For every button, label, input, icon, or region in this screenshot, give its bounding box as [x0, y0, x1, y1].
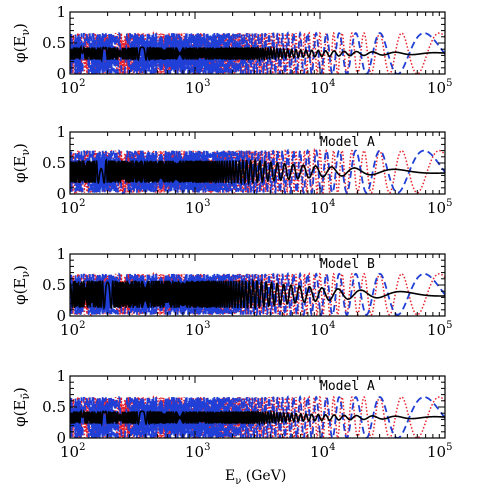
y-tick-label: 0 — [56, 429, 66, 447]
y-tick-label: 0 — [56, 307, 66, 325]
y-tick-label: 0.5 — [42, 398, 66, 416]
x-tick-label: 102 — [60, 442, 85, 461]
x-label-rest: (GeV) — [241, 468, 286, 484]
x-tick-base: 10 — [427, 79, 446, 97]
x-tick-base: 10 — [310, 321, 329, 339]
x-tick-label: 104 — [310, 78, 335, 97]
y-label-sub: ν̄ — [19, 393, 32, 400]
x-tick-exponent: 4 — [329, 198, 335, 209]
series-group — [70, 147, 445, 194]
series-line-dashed — [70, 271, 445, 316]
x-tick-label: 103 — [185, 442, 210, 461]
y-label-base: φ(E — [11, 278, 29, 305]
y-label-base: φ(E — [11, 36, 29, 63]
x-tick-exponent: 5 — [446, 78, 452, 89]
x-tick-exponent: 2 — [79, 442, 85, 453]
x-tick-base: 10 — [310, 79, 329, 97]
y-axis-label: φ(Eν) — [11, 265, 32, 305]
y-tick-label: 1 — [56, 367, 66, 385]
y-axis-label: φ(Eν) — [11, 143, 32, 183]
series-line-solid — [70, 408, 445, 427]
x-tick-base: 10 — [60, 79, 79, 97]
y-axis-label: φ(Eν) — [11, 23, 32, 63]
y-tick-label: 0.5 — [42, 34, 66, 52]
series-line-solid — [70, 44, 445, 63]
x-tick-label: 105 — [427, 78, 452, 97]
x-label-base: E — [225, 468, 235, 484]
x-tick-label: 105 — [427, 320, 452, 339]
x-tick-base: 10 — [427, 443, 446, 461]
y-tick-label: 1 — [56, 3, 66, 21]
y-tick-label: 1 — [56, 123, 66, 141]
y-label-base: φ(E — [11, 156, 29, 183]
x-tick-label: 104 — [310, 442, 335, 461]
y-tick-label: 0 — [56, 65, 66, 83]
y-axis-label: φ(Eν̄) — [11, 387, 32, 427]
x-tick-exponent: 4 — [329, 320, 335, 331]
x-tick-label: 104 — [310, 320, 335, 339]
y-tick-label: 1 — [56, 245, 66, 263]
y-label-sub: ν — [19, 149, 32, 156]
x-tick-base: 10 — [185, 79, 204, 97]
y-label-sub: ν — [19, 271, 32, 278]
x-tick-exponent: 2 — [79, 78, 85, 89]
x-tick-exponent: 3 — [204, 78, 210, 89]
series-group — [70, 30, 445, 74]
y-label-close: ) — [11, 23, 29, 29]
series-group — [70, 394, 445, 438]
x-tick-label: 103 — [185, 320, 210, 339]
x-tick-label: 103 — [185, 198, 210, 217]
y-label-base: φ(E — [11, 400, 29, 427]
x-tick-base: 10 — [60, 443, 79, 461]
x-tick-exponent: 3 — [204, 320, 210, 331]
x-tick-base: 10 — [185, 199, 204, 217]
x-tick-label: 102 — [60, 320, 85, 339]
x-tick-base: 10 — [185, 443, 204, 461]
series-line-solid — [70, 278, 445, 311]
model-annotation: Model A — [320, 135, 375, 150]
x-tick-label: 105 — [427, 198, 452, 217]
x-tick-exponent: 5 — [446, 198, 452, 209]
x-tick-base: 10 — [310, 443, 329, 461]
x-label-sub: ν — [235, 476, 241, 485]
x-tick-base: 10 — [60, 199, 79, 217]
x-tick-label: 104 — [310, 198, 335, 217]
x-tick-base: 10 — [185, 321, 204, 339]
y-label-close: ) — [11, 143, 29, 149]
x-tick-base: 10 — [427, 321, 446, 339]
x-tick-label: 102 — [60, 78, 85, 97]
x-tick-exponent: 2 — [79, 198, 85, 209]
y-tick-label: 0.5 — [42, 276, 66, 294]
model-annotation: Model B — [320, 257, 375, 272]
x-tick-base: 10 — [310, 199, 329, 217]
x-axis-label: Eν (GeV) — [225, 468, 286, 485]
series-line-solid — [70, 158, 445, 186]
x-tick-label: 105 — [427, 442, 452, 461]
y-label-sub: ν — [19, 29, 32, 36]
y-tick-label: 0 — [56, 185, 66, 203]
x-tick-exponent: 3 — [204, 442, 210, 453]
x-tick-exponent: 5 — [446, 442, 452, 453]
x-tick-exponent: 5 — [446, 320, 452, 331]
series-group — [70, 270, 445, 316]
model-annotation: Model A — [320, 379, 375, 394]
y-label-close: ) — [11, 265, 29, 271]
x-tick-label: 103 — [185, 78, 210, 97]
y-tick-label: 0.5 — [42, 154, 66, 172]
x-tick-label: 102 — [60, 198, 85, 217]
x-tick-base: 10 — [60, 321, 79, 339]
x-tick-exponent: 2 — [79, 320, 85, 331]
x-tick-exponent: 4 — [329, 442, 335, 453]
y-label-close: ) — [11, 387, 29, 393]
x-tick-exponent: 3 — [204, 198, 210, 209]
x-tick-base: 10 — [427, 199, 446, 217]
x-tick-exponent: 4 — [329, 78, 335, 89]
